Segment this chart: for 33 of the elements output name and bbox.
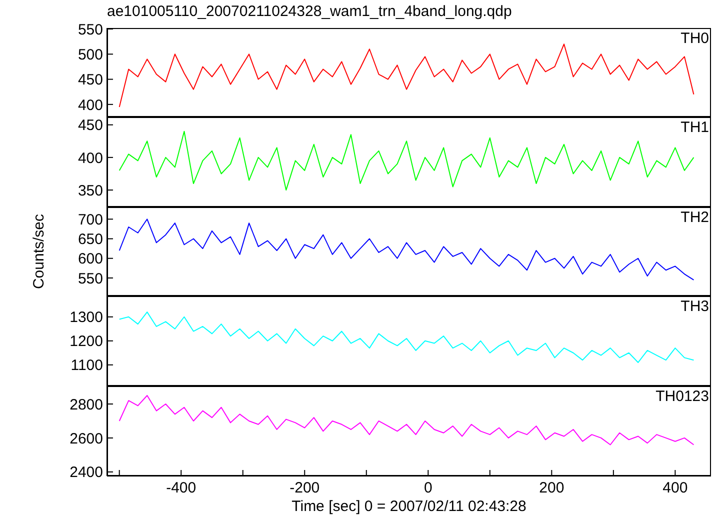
series-label: TH0	[680, 30, 709, 47]
y-tick-label: 450	[78, 72, 103, 89]
y-tick-label: 550	[78, 21, 103, 38]
series-label: TH1	[680, 119, 709, 136]
y-tick-label: 1100	[70, 357, 103, 374]
x-tick-label: -200	[290, 480, 320, 497]
y-tick-label: 1300	[70, 309, 103, 326]
y-tick-label: 500	[78, 46, 103, 64]
line-series	[118, 312, 694, 363]
y-tick-label: 350	[78, 182, 103, 200]
y-tick-label: 2600	[70, 430, 103, 448]
y-tick-label: 400	[78, 150, 103, 167]
y-tick-label: 550	[78, 270, 103, 288]
y-tick-label: 600	[78, 250, 103, 268]
x-tick-label: -400	[166, 480, 196, 497]
x-axis-title: Time [sec] 0 = 2007/02/11 02:43:28	[292, 498, 526, 515]
y-axis-title: Counts/sec	[30, 213, 48, 290]
line-series	[118, 44, 694, 108]
y-tick-label: 450	[78, 117, 103, 134]
chart-title: ae101005110_20070211024328_wam1_trn_4band_long.qdp	[107, 3, 512, 20]
line-series	[118, 130, 694, 191]
x-tick-label: 0	[424, 480, 432, 497]
y-tick-label: 2800	[70, 396, 103, 414]
y-tick-label: 650	[78, 231, 103, 248]
series-label: TH0123	[656, 388, 709, 405]
text: TH3	[680, 298, 709, 315]
text: TH2	[680, 209, 709, 226]
y-tick-label: 700	[78, 211, 103, 228]
x-tick-label: 400	[662, 480, 688, 497]
y-tick-label: 400	[78, 96, 103, 114]
x-tick-label: 200	[539, 480, 564, 497]
y-tick-label: 1200	[70, 333, 103, 350]
y-tick-label: 2400	[70, 464, 103, 482]
